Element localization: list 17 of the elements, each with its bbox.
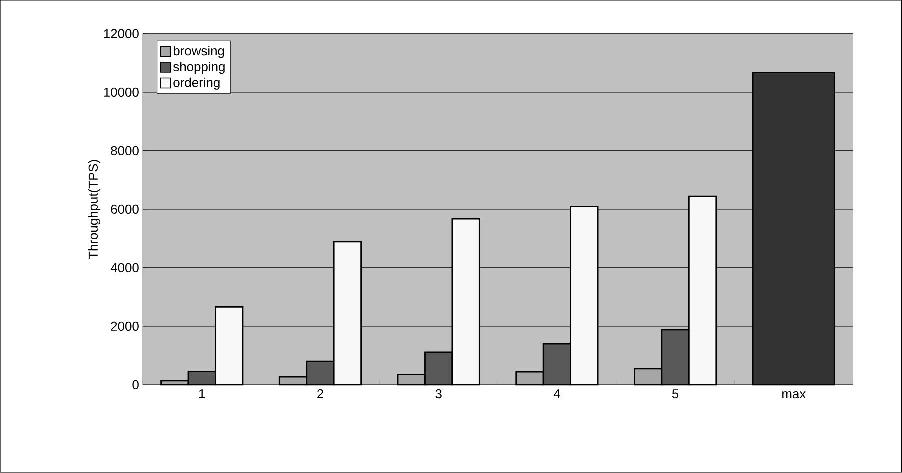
y-tick-label: 8000 [111,146,139,156]
y-axis-title: Throughput(TPS) [88,160,101,260]
y-tick-label: 12000 [104,29,139,39]
x-tick-label: 4 [554,390,560,399]
y-tick-label: 10000 [104,88,139,98]
legend-label: browsing [174,46,224,58]
y-tick-label: 2000 [111,322,139,332]
y-tick-label: 4000 [110,263,139,273]
legend-label: shopping [174,62,225,74]
legend-label: ordering [174,78,220,90]
x-tick-label: 1 [200,390,206,399]
y-tick-label: 0 [132,380,139,390]
x-tick-label: 5 [672,390,679,399]
x-tick-label: max [782,392,806,399]
y-tick-label: 6000 [111,204,139,214]
x-tick-label: 3 [436,389,442,399]
x-tick-label: 2 [318,389,324,399]
